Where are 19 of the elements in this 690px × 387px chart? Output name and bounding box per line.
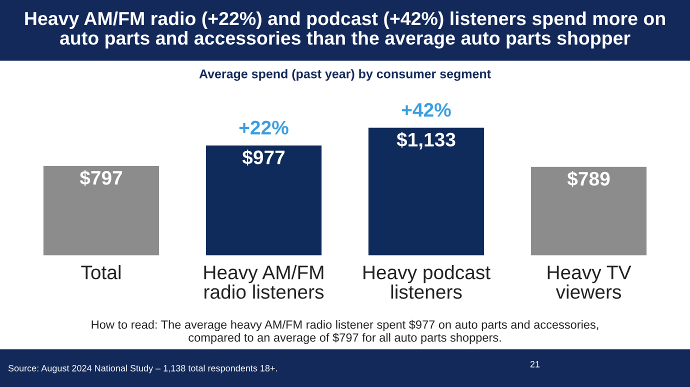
bar <box>42 164 160 256</box>
x-tick-label: Total <box>81 265 120 280</box>
bar <box>367 126 486 256</box>
bar <box>204 144 323 256</box>
text: How to read: The average heavy AM/FM radio listener spent $977 on auto parts and accessories, compared to an average of $797 for all auto parts shoppers. <box>92 320 598 344</box>
x-tick-label: Heavy TV viewers <box>548 266 632 299</box>
x-tick-label: Heavy AM/FM radio listeners <box>204 265 324 299</box>
data-label: $789 <box>567 171 610 187</box>
chart-subtitle: Average spend (past year) by consumer segment <box>199 69 491 81</box>
source-note: Source: August 2024 National Study – 1,138 total respondents 18+. <box>8 364 277 374</box>
text: 21 <box>530 361 540 368</box>
data-label: $797 <box>80 170 122 186</box>
chart-title: Heavy AM/FM radio (+22%) and podcast (+42%) listeners spend more on auto parts and accessories than the average auto parts shopper <box>25 11 665 49</box>
annotation: +22% <box>239 120 288 134</box>
x-tick-label: Heavy podcast listeners <box>364 265 490 299</box>
annotation: +42% <box>402 103 451 117</box>
data-label: $1,133 <box>396 132 456 150</box>
bar <box>530 166 648 256</box>
data-label: $977 <box>242 150 285 166</box>
